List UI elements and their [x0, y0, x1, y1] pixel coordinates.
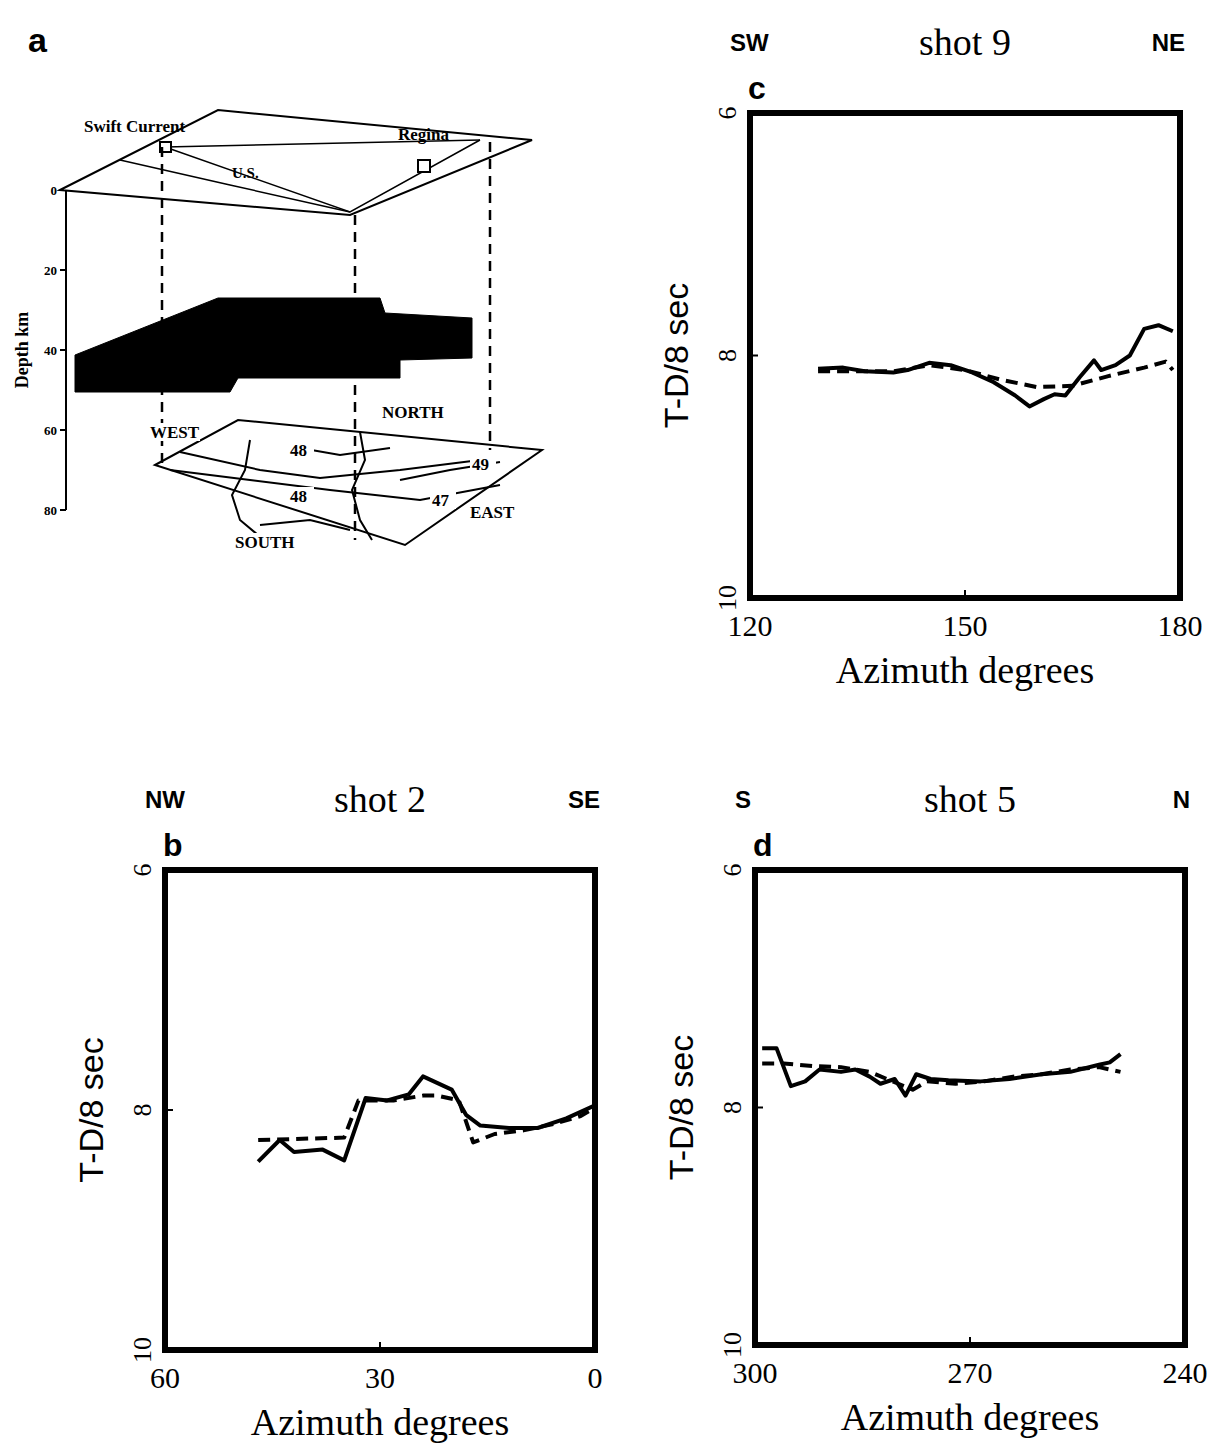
latitude-label: 49 — [472, 455, 489, 474]
map-line — [260, 520, 350, 530]
x-axis-title: Azimuth degrees — [251, 1401, 510, 1443]
latitude-label: 48 — [290, 487, 307, 506]
direction-label: S — [735, 786, 751, 813]
depth-tick-label: 60 — [44, 423, 57, 438]
x-tick-label: 0 — [588, 1361, 603, 1394]
diagram-panel: a 0 20 40 60 80 Depth km Swift Current Regina U.S… — [12, 21, 542, 552]
series-line — [258, 1096, 595, 1143]
x-tick-label: 60 — [150, 1361, 180, 1394]
series-line — [762, 1064, 1120, 1090]
map-line — [232, 440, 258, 535]
moho-slab — [75, 298, 472, 392]
label-ground — [288, 487, 314, 505]
direction-label: NW — [145, 786, 185, 813]
projection-line — [489, 142, 492, 450]
figure: a020406080Depth kmSwift CurrentReginaU.S… — [0, 0, 1227, 1454]
chart-title: shot 5 — [924, 778, 1016, 820]
y-axis-title: T-D/8 sec — [657, 283, 695, 428]
x-axis-title: Azimuth degrees — [841, 1396, 1100, 1438]
chart-panel: S Nshot 5 d 300 270 240 6 8 10 Azimuth degrees T-D… — [662, 778, 1208, 1438]
chart-panel: SW NE shot 9 c 120 150 180 6 8 10 Azimuth degrees T… — [657, 21, 1203, 691]
place-label: U.S. — [232, 165, 259, 181]
series-line — [818, 362, 1173, 387]
chart-title: shot 2 — [334, 778, 426, 820]
y-tick-label: 8 — [718, 1101, 747, 1114]
projection-line — [354, 215, 357, 540]
depth-tick — [60, 509, 66, 511]
x-tick-label: 150 — [943, 609, 988, 642]
label-ground — [380, 403, 444, 421]
series-group — [818, 325, 1173, 406]
profile-line — [165, 140, 480, 212]
direction-label: NE — [1152, 29, 1185, 56]
map-plane — [155, 420, 542, 545]
x-axis-title: Azimuth degrees — [836, 649, 1095, 691]
x-tick-label: 30 — [365, 1361, 395, 1394]
x-tick-label: 180 — [1158, 609, 1203, 642]
depth-tick — [60, 269, 66, 271]
series-group — [762, 1048, 1120, 1096]
x-tick-label: 270 — [948, 1356, 993, 1389]
depth-tick-label: 20 — [44, 263, 57, 278]
y-tick-label: 10 — [713, 585, 742, 611]
plot-frame — [750, 113, 1180, 598]
x-tick-label: 300 — [733, 1356, 778, 1389]
y-axis-title: T-D/8 sec — [662, 1035, 700, 1180]
border-line — [120, 160, 350, 212]
y-tick-label: 10 — [718, 1332, 747, 1358]
x-tick-label: 240 — [1163, 1356, 1208, 1389]
series-line — [762, 1048, 1120, 1096]
surface-plane — [60, 110, 532, 215]
direction-label: NORTH — [382, 403, 444, 422]
series-line — [258, 1076, 595, 1161]
y-axis-title: T-D/8 sec — [72, 1037, 110, 1182]
label-ground — [288, 441, 314, 459]
y-tick-label: 6 — [128, 864, 157, 877]
series-group — [258, 1076, 595, 1161]
panel-letter: c — [748, 70, 766, 106]
y-tick-label: 10 — [128, 1337, 157, 1363]
direction-label: SE — [568, 786, 600, 813]
depth-tick — [60, 429, 66, 431]
label-ground — [430, 491, 456, 509]
panel-letter: b — [163, 827, 183, 863]
label-ground — [468, 503, 520, 521]
plot-frame — [755, 870, 1185, 1345]
y-tick-label: 6 — [713, 107, 742, 120]
plot-frame — [165, 870, 595, 1350]
y-tick-label: 8 — [128, 1104, 157, 1117]
x-tick-label: 120 — [728, 609, 773, 642]
direction-label: SW — [730, 29, 769, 56]
projection-line — [161, 147, 164, 465]
depth-tick-label: 40 — [44, 343, 57, 358]
series-line — [818, 325, 1173, 406]
direction-label: SOUTH — [235, 533, 295, 552]
direction-label: WEST — [150, 423, 200, 442]
latitude-label: 48 — [290, 441, 307, 460]
panel-letter: a — [28, 21, 48, 59]
chart-title: shot 9 — [919, 21, 1011, 63]
depth-tick-label: 80 — [44, 503, 57, 518]
label-ground — [233, 533, 297, 551]
latitude-label: 47 — [432, 491, 450, 510]
map-line — [180, 452, 480, 478]
y-tick-label: 8 — [713, 349, 742, 362]
direction-label: N — [1173, 786, 1190, 813]
depth-axis-label: Depth km — [12, 312, 32, 389]
panel-letter: d — [753, 827, 773, 863]
y-tick-label: 6 — [718, 864, 747, 877]
city-marker — [418, 160, 430, 172]
place-label: Regina — [398, 125, 450, 144]
place-label: Swift Current — [84, 117, 186, 136]
chart-panel: NW SE shot 2 b 60 30 0 6 8 10 Azimuth degrees T-D/8… — [72, 778, 603, 1443]
depth-tick-label: 0 — [51, 183, 58, 198]
direction-label: EAST — [470, 503, 515, 522]
depth-tick — [60, 349, 66, 351]
label-ground — [470, 455, 496, 473]
label-ground — [148, 423, 200, 441]
